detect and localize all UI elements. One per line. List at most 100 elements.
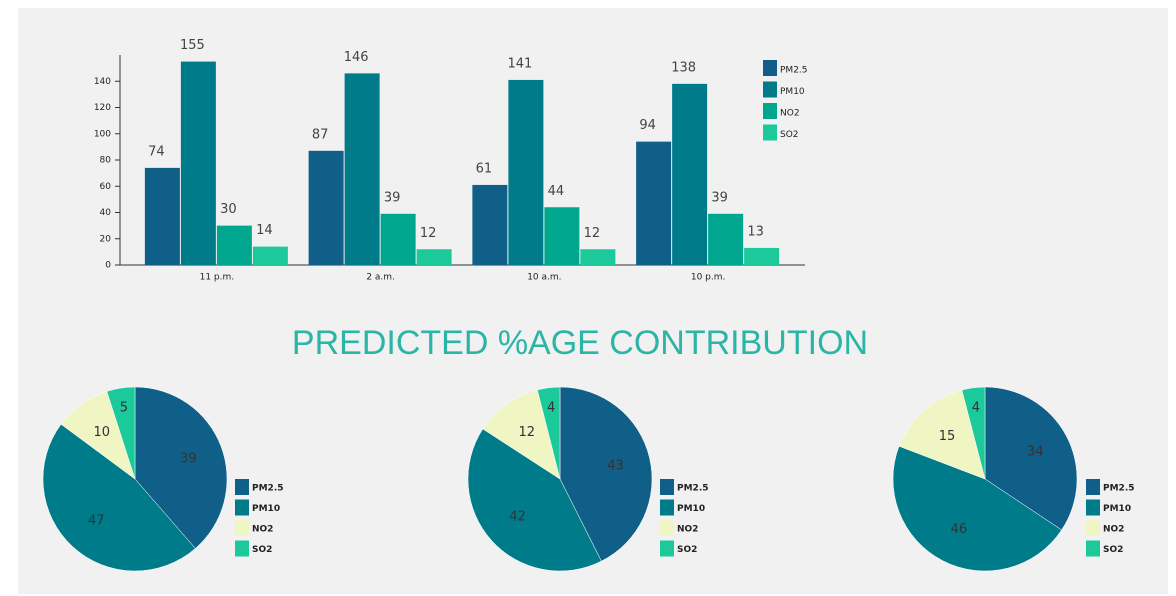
legend-swatch	[763, 81, 777, 98]
pie-slice	[892, 445, 1062, 572]
pie-slice	[559, 386, 653, 562]
value-label: 12	[420, 226, 437, 241]
legend-label: PM10	[677, 504, 705, 514]
legend-swatch	[660, 479, 674, 495]
pie-slice	[467, 428, 602, 572]
value-label: 74	[148, 144, 165, 159]
bar	[344, 73, 380, 265]
legend-label: SO2	[252, 545, 272, 555]
legend-label: PM10	[1103, 504, 1131, 514]
legend-swatch	[235, 540, 249, 557]
legend-swatch	[660, 540, 674, 557]
slice-label: 47	[88, 513, 105, 528]
slice-label: 15	[939, 429, 956, 444]
pie-slice	[898, 389, 986, 480]
bar	[380, 213, 416, 265]
bar	[144, 167, 180, 265]
legend-label: PM2.5	[1103, 484, 1135, 494]
legend-swatch	[235, 499, 249, 516]
bar	[416, 249, 452, 265]
y-tick-label: 120	[94, 103, 111, 113]
value-label: 39	[384, 190, 401, 205]
legend-label: PM2.5	[252, 484, 284, 494]
x-tick-label: 10 a.m.	[527, 273, 561, 283]
pie-slice	[106, 386, 136, 480]
bar	[708, 213, 744, 265]
value-label: 30	[220, 202, 237, 217]
slice-label: 10	[93, 425, 110, 440]
y-tick-label: 40	[100, 208, 112, 218]
bar	[180, 61, 216, 265]
pie-slice	[537, 386, 561, 480]
value-label: 13	[747, 224, 764, 239]
legend-swatch	[763, 124, 777, 141]
x-tick-label: 2 a.m.	[366, 273, 395, 283]
value-label: 155	[180, 38, 205, 53]
legend-label: PM2.5	[780, 66, 808, 76]
legend-label: NO2	[1103, 525, 1124, 535]
legend-swatch	[763, 60, 777, 76]
bar	[252, 246, 288, 265]
legend-swatch	[1086, 520, 1100, 536]
x-tick-label: 10 p.m.	[691, 273, 726, 283]
legend-label: NO2	[677, 525, 698, 535]
slice-label: 5	[120, 401, 128, 416]
value-label: 87	[312, 127, 329, 142]
heading: PREDICTED %AGE CONTRIBUTION	[292, 324, 868, 362]
slice-label: 39	[180, 452, 197, 467]
pie-slice	[42, 423, 196, 572]
legend-swatch	[235, 520, 249, 536]
value-label: 94	[639, 118, 656, 133]
y-tick-label: 60	[100, 182, 112, 192]
bar	[636, 141, 672, 265]
slice-label: 12	[518, 425, 535, 440]
bar	[544, 207, 580, 265]
legend-label: NO2	[252, 525, 273, 535]
value-label: 146	[344, 50, 369, 65]
legend-swatch	[660, 499, 674, 516]
value-label: 12	[584, 226, 601, 241]
bar	[580, 249, 616, 265]
y-tick-label: 80	[100, 156, 112, 166]
legend-swatch	[235, 479, 249, 495]
legend-swatch	[1086, 479, 1100, 495]
x-tick-label: 11 p.m.	[200, 273, 235, 283]
value-label: 141	[507, 56, 532, 71]
value-label: 61	[476, 161, 493, 176]
legend-label: NO2	[780, 109, 800, 119]
legend-swatch	[660, 520, 674, 536]
legend-label: SO2	[1103, 545, 1123, 555]
slice-label: 43	[607, 458, 624, 473]
pie-slice	[482, 389, 561, 480]
y-tick-label: 0	[105, 261, 111, 271]
slice-label: 42	[509, 510, 526, 525]
y-tick-label: 20	[100, 234, 112, 244]
value-label: 138	[671, 60, 696, 75]
slice-label: 4	[547, 400, 555, 415]
slice-label: 46	[951, 522, 968, 537]
value-label: 39	[711, 190, 728, 205]
bar	[508, 79, 544, 265]
bar	[472, 184, 508, 265]
value-label: 44	[548, 184, 565, 199]
slice-label: 4	[972, 400, 980, 415]
legend-label: SO2	[677, 545, 697, 555]
y-tick-label: 100	[94, 129, 111, 139]
legend-label: PM10	[252, 504, 280, 514]
bar	[744, 247, 780, 265]
y-tick-label: 140	[94, 77, 111, 87]
value-label: 14	[256, 223, 273, 238]
bar	[216, 225, 252, 265]
pie-slice	[961, 386, 986, 480]
slice-label: 34	[1027, 445, 1044, 460]
legend-swatch	[763, 103, 777, 119]
bar	[672, 83, 708, 265]
pie-slice	[134, 386, 228, 549]
legend-swatch	[1086, 499, 1100, 516]
legend-label: PM10	[780, 87, 805, 97]
legend-label: PM2.5	[677, 484, 709, 494]
legend-label: SO2	[780, 130, 799, 140]
legend-swatch	[1086, 540, 1100, 557]
